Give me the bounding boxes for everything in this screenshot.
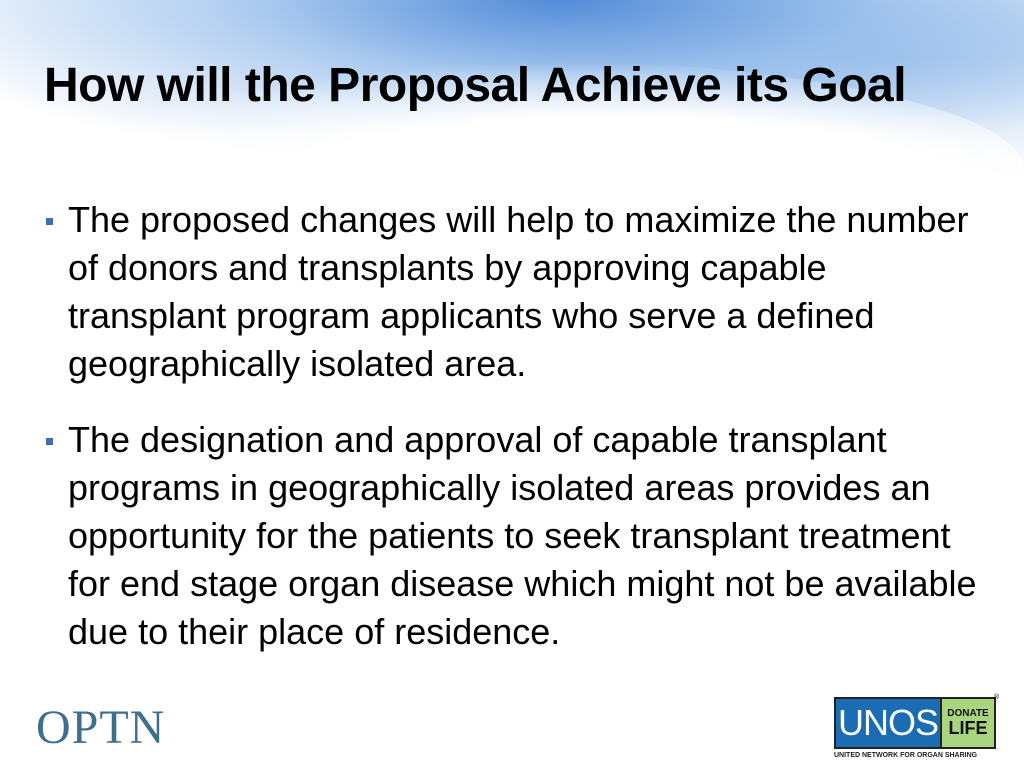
- square-bullet-icon: [46, 438, 53, 445]
- donate-text: DONATE: [947, 708, 989, 719]
- life-text: LIFE: [948, 718, 988, 738]
- bullet-item: The designation and approval of capable …: [44, 416, 984, 656]
- bullet-list: The proposed changes will help to maximi…: [44, 196, 984, 684]
- unos-subtitle: UNITED NETWORK FOR ORGAN SHARING: [834, 752, 978, 759]
- slide-title: How will the Proposal Achieve its Goal: [44, 59, 907, 112]
- unos-logo: UNOS DONATE LIFE: [834, 697, 996, 749]
- bullet-text: The designation and approval of capable …: [68, 419, 977, 652]
- background-wave: [0, 60, 1024, 280]
- unos-logo-text: UNOS: [837, 702, 939, 743]
- donate-life-logo: DONATE LIFE: [940, 699, 994, 747]
- square-bullet-icon: [46, 218, 53, 225]
- registered-mark: ®: [994, 694, 1000, 701]
- bullet-item: The proposed changes will help to maximi…: [44, 196, 984, 388]
- bullet-text: The proposed changes will help to maximi…: [68, 199, 969, 384]
- optn-logo: OPTN: [36, 701, 166, 754]
